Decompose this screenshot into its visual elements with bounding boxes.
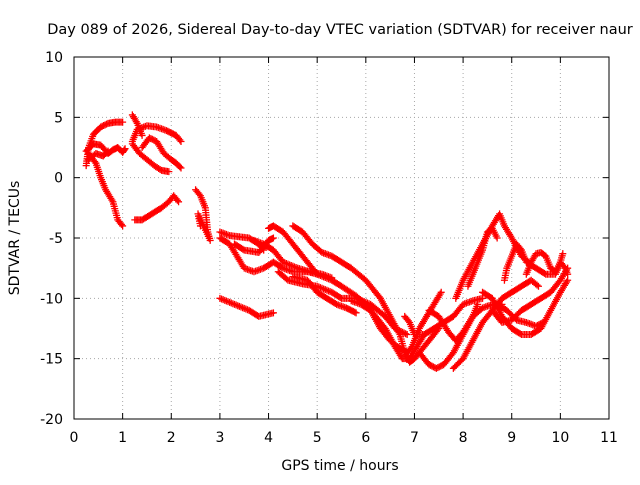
x-tick-label: 5: [313, 430, 322, 446]
data-point-markers: [493, 300, 547, 330]
x-tick-label: 4: [264, 430, 273, 446]
x-tick-label: 3: [215, 430, 224, 446]
series-arc-13: [216, 294, 277, 320]
series-layer: [82, 111, 572, 372]
data-point-markers: [401, 294, 487, 339]
data-point-markers: [192, 186, 214, 244]
x-tick-label: 0: [70, 430, 79, 446]
data-point-markers: [289, 273, 360, 317]
series-arc-9: [131, 192, 183, 224]
x-tick-label: 6: [361, 430, 370, 446]
y-tick-label: 0: [54, 171, 63, 187]
y-tick-label: -10: [40, 291, 63, 307]
y-tick-label: -15: [40, 352, 63, 368]
series-arc-18: [289, 273, 360, 317]
series-arc-6: [128, 140, 173, 176]
series-arc-31: [493, 300, 547, 330]
series-arc-10: [192, 186, 214, 244]
series-arc-26: [464, 224, 501, 290]
data-point-markers: [216, 294, 277, 320]
series-arc-21: [401, 294, 487, 339]
series-arc-16: [265, 222, 321, 278]
x-axis-label: GPS time / hours: [281, 458, 398, 474]
series-arc-28: [488, 264, 572, 326]
y-tick-label: -20: [40, 412, 63, 428]
data-point-markers: [128, 111, 146, 139]
series-arc-4: [85, 147, 112, 164]
data-point-markers: [128, 140, 173, 176]
tick-layer: 0 1 2 3 4 5 6 7 8 9 10 11 -20 -15 -10 -5 0 5 10: [40, 50, 618, 446]
y-tick-label: 10: [45, 50, 63, 66]
chart-title: Day 089 of 2026, Sidereal Day-to-day VTE…: [47, 22, 633, 38]
series-arc-2: [85, 150, 127, 230]
data-point-markers: [131, 192, 183, 224]
data-point-markers: [265, 222, 321, 278]
x-tick-label: 10: [551, 430, 569, 446]
data-point-markers: [464, 224, 501, 290]
x-tick-label: 1: [118, 430, 127, 446]
y-tick-label: 5: [54, 110, 63, 126]
series-arc-7: [138, 134, 185, 172]
series-arc-8: [128, 111, 146, 139]
data-point-markers: [522, 248, 567, 278]
series-arc-30: [522, 248, 567, 278]
data-point-markers: [488, 264, 572, 326]
y-tick-label: -5: [49, 231, 63, 247]
x-tick-label: 7: [410, 430, 419, 446]
x-tick-label: 9: [507, 430, 516, 446]
x-tick-label: 2: [167, 430, 176, 446]
y-axis-label: SDTVAR / TECUs: [7, 181, 23, 296]
x-tick-label: 11: [600, 430, 618, 446]
data-point-markers: [289, 222, 443, 366]
data-point-markers: [85, 147, 112, 164]
series-arc-19: [289, 222, 443, 366]
x-tick-label: 8: [459, 430, 468, 446]
data-point-markers: [138, 134, 185, 172]
data-point-markers: [85, 150, 127, 230]
